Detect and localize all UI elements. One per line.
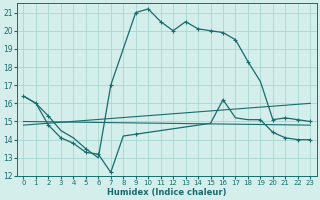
X-axis label: Humidex (Indice chaleur): Humidex (Indice chaleur) [107, 188, 227, 197]
